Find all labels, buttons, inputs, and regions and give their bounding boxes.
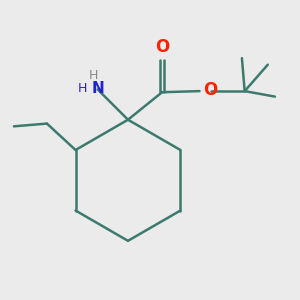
Text: O: O	[155, 38, 169, 56]
Text: H: H	[78, 82, 87, 95]
Text: H: H	[88, 69, 98, 82]
Text: O: O	[203, 81, 217, 99]
Text: N: N	[91, 81, 104, 96]
